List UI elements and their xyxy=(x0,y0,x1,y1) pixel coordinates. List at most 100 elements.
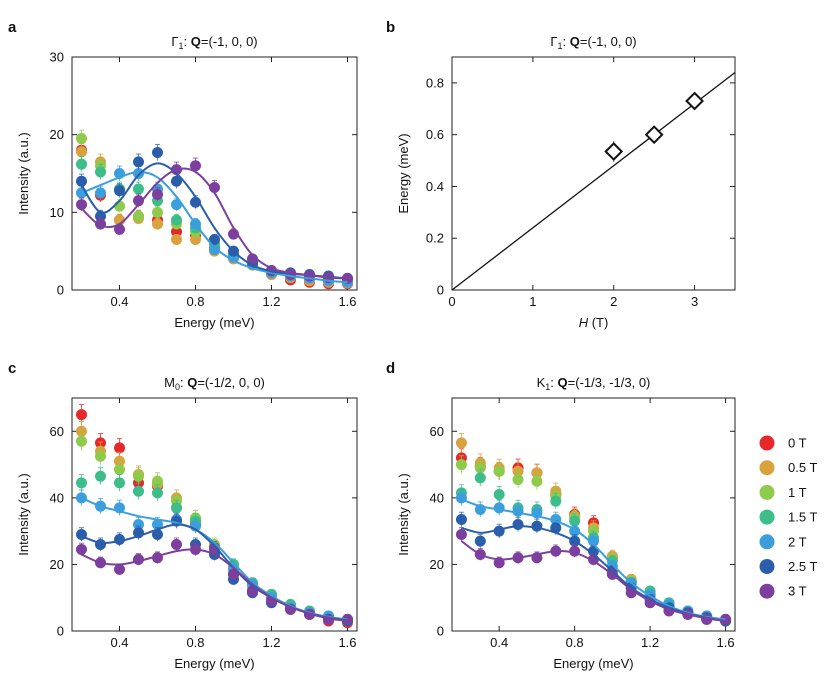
y-tick-label: 30 xyxy=(50,50,64,65)
y-tick-label: 0 xyxy=(437,283,444,298)
data-point xyxy=(133,168,144,179)
data-point xyxy=(550,522,562,534)
panel-letter: a xyxy=(8,19,17,36)
data-point xyxy=(114,185,125,197)
data-point xyxy=(76,175,87,187)
data-point xyxy=(493,465,505,477)
panel-letter: c xyxy=(8,360,16,377)
y-axis-label: Intensity (a.u.) xyxy=(396,473,411,555)
data-point xyxy=(76,158,87,170)
x-tick-label: 0.4 xyxy=(490,635,508,650)
data-point xyxy=(512,474,524,486)
legend-marker xyxy=(759,460,775,476)
x-tick-label: 1.6 xyxy=(717,635,735,650)
legend-label: 2.5 T xyxy=(788,559,817,574)
x-tick-label: 1.6 xyxy=(338,294,356,309)
data-point xyxy=(76,492,87,504)
data-point xyxy=(455,437,467,449)
plot-frame xyxy=(451,56,736,291)
y-tick-label: 40 xyxy=(430,490,444,505)
plot-frame xyxy=(71,56,358,291)
data-point-diamond xyxy=(604,142,624,161)
y-tick-label: 20 xyxy=(50,557,64,572)
x-tick-label: 3 xyxy=(691,294,698,309)
data-point xyxy=(114,477,125,489)
data-point xyxy=(95,166,106,178)
data-point xyxy=(76,477,87,489)
x-tick-label: 0.4 xyxy=(110,635,128,650)
data-point xyxy=(76,543,87,555)
data-point xyxy=(76,133,87,145)
data-point xyxy=(114,563,125,575)
data-point xyxy=(95,187,106,199)
fit-curve-2-T xyxy=(81,170,348,284)
data-point xyxy=(171,214,182,226)
data-point xyxy=(455,528,467,540)
x-tick-label: 1.2 xyxy=(641,635,659,650)
x-axis-label: Energy (meV) xyxy=(174,656,254,671)
data-point xyxy=(152,206,163,218)
legend-marker xyxy=(759,559,775,574)
x-tick-label: 0.8 xyxy=(186,635,204,650)
y-tick-label: 40 xyxy=(50,490,64,505)
y-tick-label: 0 xyxy=(437,624,444,639)
data-point xyxy=(133,210,144,222)
y-tick-label: 10 xyxy=(50,205,64,220)
y-axis-label: Intensity (a.u.) xyxy=(16,473,31,555)
data-point-diamond xyxy=(685,91,704,111)
panel-title: Γ1: Q=(-1, 0, 0) xyxy=(171,34,257,51)
legend: 0 T 0.5 T 1 T 1.5 T 2 T 2.5 T 3 T xyxy=(759,435,817,599)
plot-frame xyxy=(451,397,736,632)
data-point xyxy=(152,218,163,230)
data-point xyxy=(493,489,505,501)
data-point-diamond xyxy=(644,125,664,145)
y-tick-label: 60 xyxy=(430,424,444,439)
y-tick-label: 0 xyxy=(57,283,64,298)
legend-label: 0 T xyxy=(788,436,807,451)
x-tick-label: 1 xyxy=(529,294,536,309)
y-tick-label: 0 xyxy=(57,624,64,639)
fit-curve-3-T xyxy=(81,548,348,622)
fit-curve-3-T xyxy=(80,167,348,280)
data-point xyxy=(531,520,543,532)
data-point xyxy=(133,470,144,482)
data-point xyxy=(152,487,163,499)
panel-b: 0 1 2 3 0 0.2 0.4 0.6 0.8 Γ1: Q=(-1, 0, 0) b H (T) E… xyxy=(386,19,736,330)
zeeman-line xyxy=(451,72,736,291)
x-tick-label: 0 xyxy=(448,294,455,309)
panel-title: Γ1: Q=(-1, 0, 0) xyxy=(550,34,636,51)
data-point xyxy=(76,199,87,211)
y-axis-label: Intensity (a.u.) xyxy=(16,132,31,214)
x-axis-label: Energy (meV) xyxy=(174,315,254,330)
data-point xyxy=(133,195,144,207)
series-1-T xyxy=(76,129,353,288)
panel-title: M0: Q=(-1/2, 0, 0) xyxy=(164,375,265,392)
x-tick-label: 1.6 xyxy=(338,635,356,650)
y-tick-label: 0.8 xyxy=(426,75,444,90)
data-point xyxy=(152,528,163,540)
data-point xyxy=(190,234,201,246)
data-point xyxy=(114,223,125,235)
y-tick-label: 0.4 xyxy=(426,179,444,194)
x-tick-label: 1.2 xyxy=(262,635,280,650)
x-tick-label: 0.4 xyxy=(110,294,128,309)
data-point xyxy=(133,183,144,195)
legend-marker xyxy=(759,534,775,550)
data-point xyxy=(133,485,144,497)
data-point xyxy=(474,535,486,547)
data-point xyxy=(152,518,163,530)
x-tick-label: 0.8 xyxy=(186,294,204,309)
data-point xyxy=(76,409,87,421)
series-0-5-T xyxy=(76,421,353,627)
data-point xyxy=(133,518,144,530)
series-1-T xyxy=(76,431,353,627)
panel-a: 0.4 0.8 1.2 1.6 0 10 20 30 Γ1: Q=(-1, 0, 0) a Ener… xyxy=(8,19,358,330)
data-point xyxy=(171,226,182,238)
data-point xyxy=(588,535,599,547)
data-point xyxy=(247,253,258,265)
data-point xyxy=(171,175,182,187)
y-tick-label: 20 xyxy=(50,127,64,142)
data-point xyxy=(569,515,581,527)
data-point xyxy=(114,464,125,476)
